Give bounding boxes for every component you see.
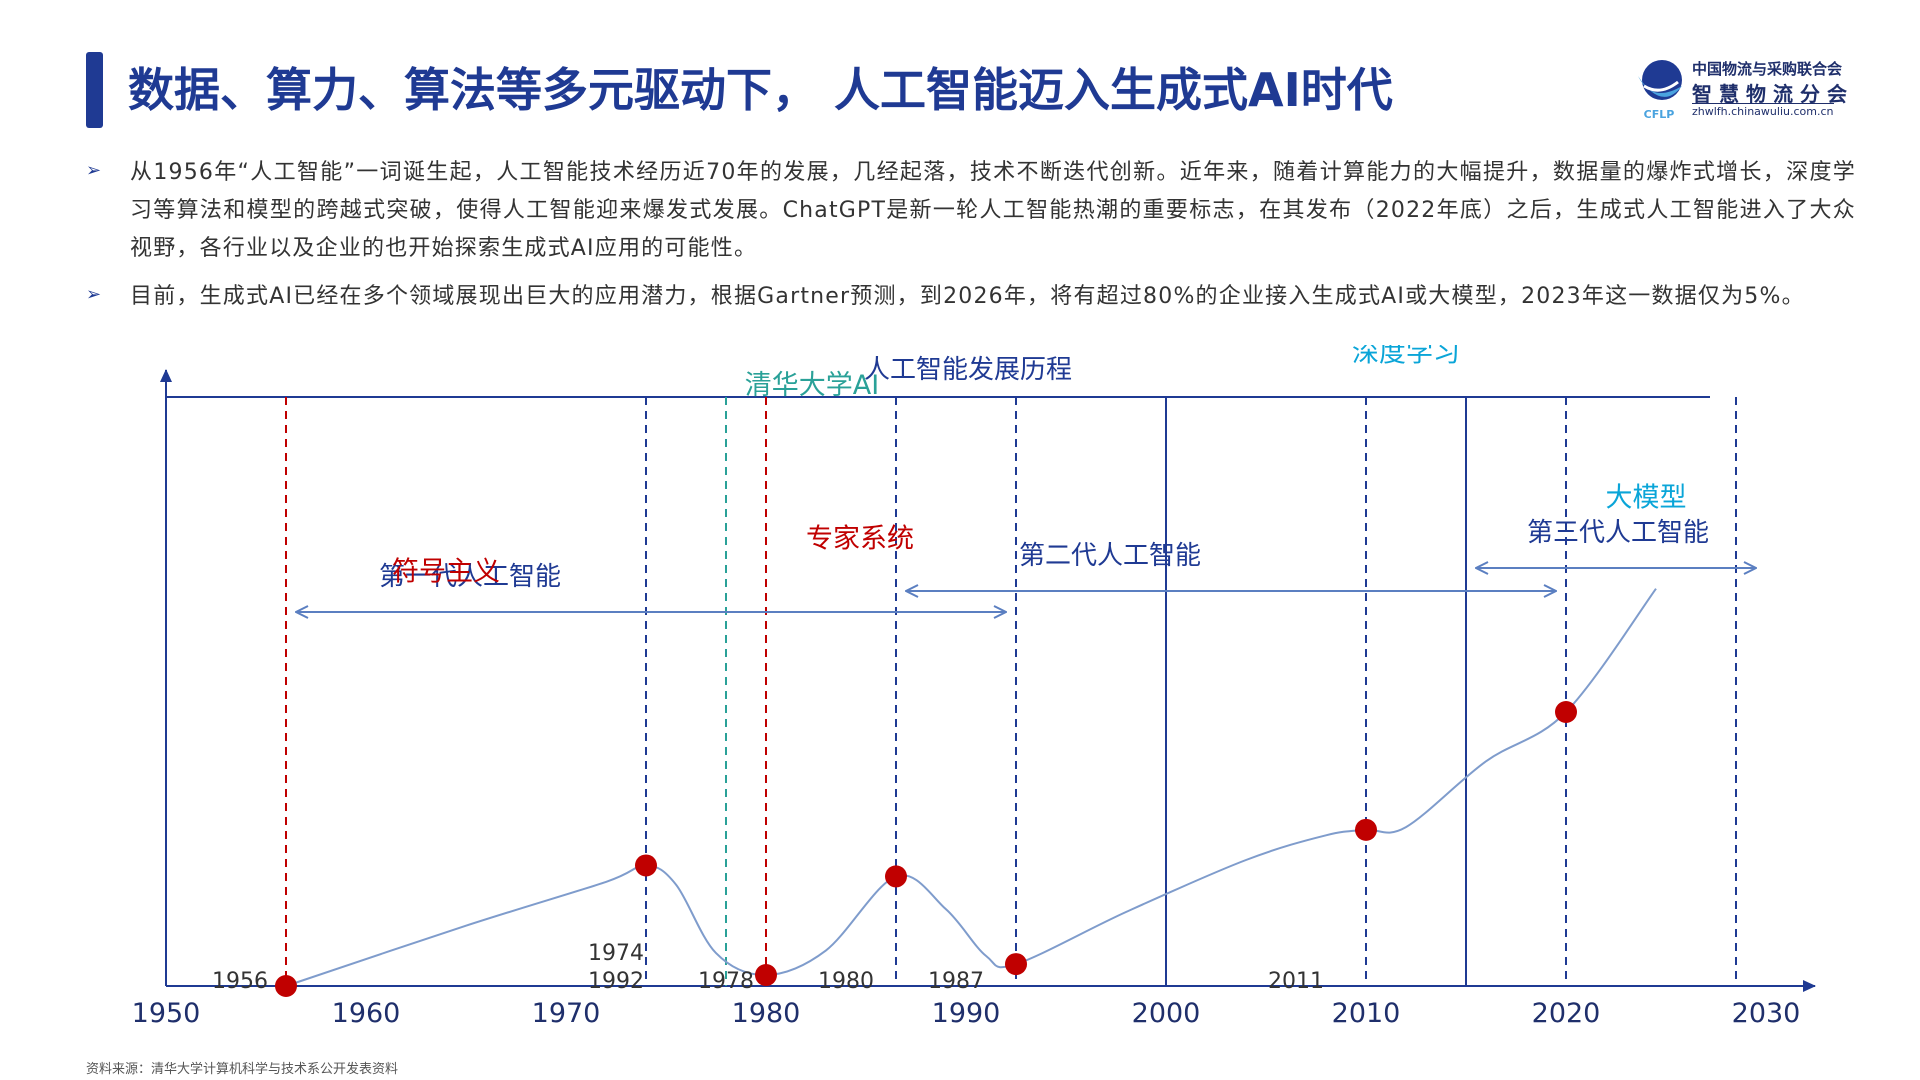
x-tick-label-1980: 1980 [732, 998, 801, 1029]
annotation-label-5: 大模型 [1606, 483, 1687, 514]
key-point-2 [635, 854, 657, 877]
annotation-label-4: 深度学习 [1352, 345, 1460, 368]
page-title: 数据、算力、算法等多元驱动下， 人工智能迈入生成式AI时代 [128, 63, 1393, 117]
year-label-2011-1: 2011 [1268, 969, 1324, 994]
bullet-text: 从1956年“人工智能”一词诞生起，人工智能技术经历近70年的发展，几经起落，技… [130, 160, 1856, 261]
bullet-list: ➢ 从1956年“人工智能”一词诞生起，人工智能技术经历近70年的发展，几经起落… [86, 154, 1856, 326]
x-tick-label-1990: 1990 [932, 998, 1001, 1029]
bullet-item: ➢ 目前，生成式AI已经在多个领域展现出巨大的应用潜力，根据Gartner预测，… [86, 278, 1856, 316]
x-tick-label-1950: 1950 [132, 998, 201, 1029]
era-label-1: 第一代人工智能 [379, 562, 561, 592]
key-point-1 [275, 975, 297, 997]
year-label-1974-0: 1974 [588, 941, 644, 966]
chevron-right-icon: ➢ [86, 284, 102, 305]
chart-title: 人工智能发展历程 [864, 355, 1072, 385]
year-label-1992-1: 1992 [588, 969, 644, 994]
logo-org-name: 中国物流与采购联合会 [1692, 60, 1843, 78]
source-note: 资料来源：清华大学计算机科学与技术系公开发表资料 [86, 1062, 399, 1077]
logo-sub-name: 智慧物流分会 [1692, 82, 1854, 106]
era-label-2: 第二代人工智能 [1019, 541, 1201, 571]
x-tick-label-1970: 1970 [532, 998, 601, 1029]
cflp-logo: CFLP 中国物流与采购联合会 智慧物流分会 zhwlfh.chinawuliu… [1632, 56, 1872, 120]
cflp-logo-icon: CFLP [1638, 60, 1682, 120]
year-label-1956-1: 1956 [212, 969, 268, 994]
key-point-6 [1355, 818, 1377, 841]
key-point-3 [755, 964, 777, 987]
annotation-label-2: 清华大学AI [745, 370, 879, 401]
bullet-text: 目前，生成式AI已经在多个领域展现出巨大的应用潜力，根据Gartner预测，到2… [130, 284, 1805, 309]
key-point-5 [1005, 953, 1027, 976]
chevron-right-icon: ➢ [86, 160, 102, 181]
x-tick-label-1960: 1960 [332, 998, 401, 1029]
annotation-label-1: 符号主义 [392, 556, 500, 587]
logo-mark-text: CFLP [1644, 108, 1675, 120]
trend-curve [285, 588, 1657, 987]
x-tick-label-2000: 2000 [1132, 998, 1201, 1029]
bullet-item: ➢ 从1956年“人工智能”一词诞生起，人工智能技术经历近70年的发展，几经起落… [86, 154, 1856, 268]
title-accent-bar [86, 52, 103, 128]
era-label-3: 第三代人工智能 [1527, 518, 1709, 548]
year-label-1987-1: 1987 [928, 969, 984, 994]
key-point-4 [885, 865, 907, 888]
x-tick-label-2010: 2010 [1332, 998, 1401, 1029]
year-label-1978-1: 1978 [698, 969, 754, 994]
year-label-1980-1: 1980 [818, 969, 874, 994]
x-tick-label-2020: 2020 [1532, 998, 1601, 1029]
annotation-label-3: 专家系统 [806, 524, 914, 555]
logo-url: zhwlfh.chinawuliu.com.cn [1692, 103, 1834, 118]
x-tick-label-2030: 2030 [1732, 998, 1801, 1029]
key-point-7 [1555, 701, 1577, 723]
